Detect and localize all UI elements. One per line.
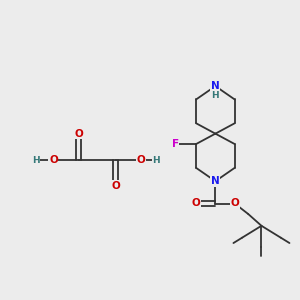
Text: H: H	[32, 156, 39, 165]
Text: O: O	[137, 155, 146, 165]
Text: N: N	[211, 81, 220, 91]
Text: H: H	[212, 91, 219, 100]
Text: O: O	[230, 199, 239, 208]
Text: H: H	[152, 156, 160, 165]
Text: O: O	[74, 129, 83, 139]
Text: N: N	[211, 176, 220, 186]
Text: O: O	[49, 155, 58, 165]
Text: F: F	[172, 139, 179, 149]
Text: O: O	[111, 181, 120, 191]
Text: O: O	[192, 199, 200, 208]
